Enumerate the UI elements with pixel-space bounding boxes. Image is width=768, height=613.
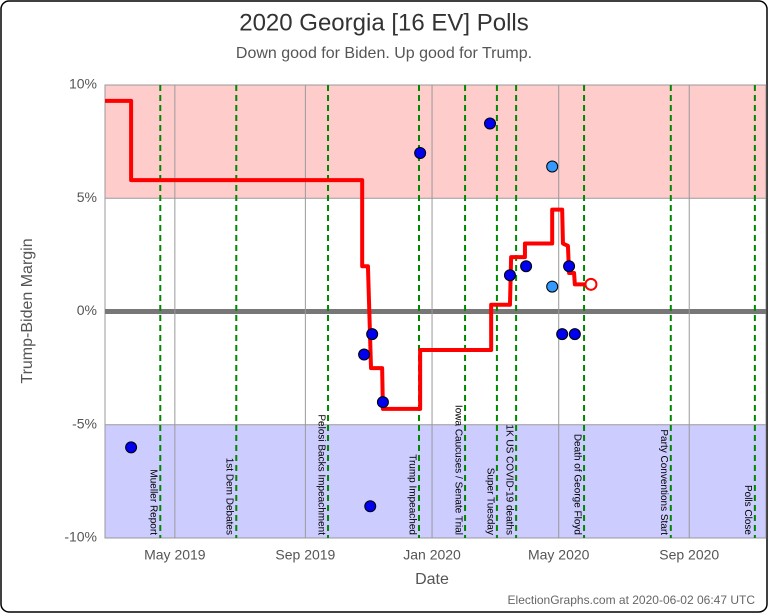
- poll-point: [414, 146, 427, 159]
- poll-point: [546, 160, 559, 173]
- x-axis-label: Date: [415, 571, 449, 588]
- event-label: Polls Close: [742, 485, 753, 535]
- footer: ElectionGraphs.com at 2020-06-02 06:47 U…: [508, 593, 756, 607]
- y-tick-label: 5%: [77, 189, 97, 205]
- y-tick-label: 10%: [69, 76, 97, 92]
- event-label: Death of George Floyd: [571, 434, 582, 535]
- x-tick-label: May 2020: [528, 547, 590, 563]
- poll-point: [568, 328, 581, 341]
- poll-point: [556, 328, 569, 341]
- poll-point: [366, 328, 379, 341]
- y-tick-label: 0%: [77, 302, 97, 318]
- x-tick-label: Sep 2019: [275, 547, 335, 563]
- x-tick-label: Sep 2020: [659, 547, 719, 563]
- poll-point: [503, 269, 516, 282]
- poll-point: [546, 280, 559, 293]
- margin-line: [105, 98, 591, 411]
- x-tick-label: May 2019: [144, 547, 206, 563]
- chart-title: 2020 Georgia [16 EV] Polls: [239, 9, 529, 36]
- y-tick-label: -5%: [72, 415, 97, 431]
- poll-point: [358, 348, 371, 361]
- end-marker: [584, 277, 598, 291]
- event-label: 1st Dem Debates: [224, 458, 235, 535]
- x-tick-label: Jan 2020: [403, 547, 461, 563]
- band: [105, 424, 766, 538]
- poll-point: [520, 260, 533, 273]
- event-label: Pelosi Backs Impeachment: [315, 414, 326, 535]
- poll-point: [376, 396, 389, 409]
- event-label: Super Tuesday: [484, 468, 495, 535]
- poll-point: [125, 441, 138, 454]
- event-label: Party Conventions Start: [658, 429, 669, 535]
- y-tick-label: -10%: [64, 529, 97, 545]
- event-label: Trump Impeached: [406, 454, 417, 535]
- poll-point: [484, 117, 497, 130]
- y-axis-label: Trump-Biden Margin: [19, 238, 36, 383]
- poll-point: [563, 260, 576, 273]
- poll-point: [364, 500, 377, 513]
- chart-subtitle: Down good for Biden. Up good for Trump.: [236, 45, 532, 62]
- event-label: 1K US COVID-19 deaths: [503, 424, 514, 535]
- event-label: Iowa Caucuses / Senate Trial: [452, 405, 463, 535]
- event-label: Mueller Report: [148, 469, 159, 535]
